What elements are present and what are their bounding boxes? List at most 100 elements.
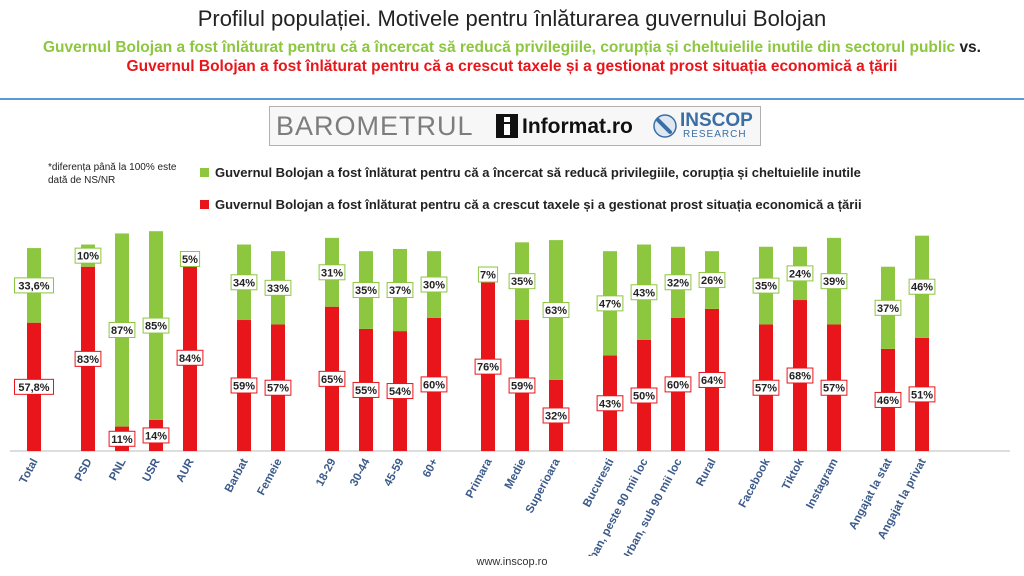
svg-text:59%: 59% (511, 381, 533, 393)
data-label-green-instagram: 39% (820, 273, 848, 290)
svg-text:68%: 68% (789, 371, 811, 383)
x-tick-label-primara: Primara (464, 456, 495, 500)
data-label-green-rural: 26% (698, 272, 726, 289)
data-label-red-aur: 84% (176, 349, 204, 366)
data-label-green-urban-sub-90-mii-loc: 32% (664, 274, 692, 291)
x-tick-label-superioara: Superioara (524, 456, 563, 515)
svg-text:24%: 24% (789, 268, 811, 280)
data-label-green-usr: 85% (142, 317, 170, 334)
svg-text:54%: 54% (389, 386, 411, 398)
data-label-red-barbat: 59% (230, 377, 258, 394)
x-tick-label-facebook: Facebook (737, 456, 773, 510)
barometrul-logo: BAROMETRUL (276, 111, 474, 141)
x-tick-label-psd: PSD (73, 457, 95, 484)
data-label-red-angajat-la-stat: 46% (874, 391, 902, 408)
stacked-bar-chart: 57,8% 33,6% Total 83% 10% PSD 11% 87% PNL 14% 85% U… (10, 231, 1010, 556)
data-label-red-tiktok: 68% (786, 367, 814, 384)
footer-url: www.inscop.ro (476, 556, 548, 568)
x-tick-label-pnl: PNL (107, 457, 128, 483)
data-label-red-bucuresti: 43% (596, 395, 624, 412)
data-label-red-psd: 83% (74, 350, 102, 367)
data-label-green-aur: 5% (179, 250, 201, 267)
subtitle-green-statement: Guvernul Bolojan a fost înlăturat pentru… (42, 39, 956, 56)
svg-text:46%: 46% (877, 395, 899, 407)
x-tick-label-femeie: Femeie (255, 457, 284, 498)
x-tick-label-18-29: 18-29 (314, 457, 338, 489)
chart-subtitle: Guvernul Bolojan a fost înlăturat pentru… (20, 38, 1004, 76)
svg-text:50%: 50% (633, 391, 655, 403)
data-label-green-superioara: 63% (542, 302, 570, 319)
svg-text:11%: 11% (111, 434, 133, 446)
svg-text:37%: 37% (877, 303, 899, 315)
subtitle-vs: vs. (959, 39, 981, 56)
data-label-red-total: 57,8% (14, 378, 54, 395)
svg-text:7%: 7% (480, 270, 496, 282)
svg-text:57%: 57% (823, 383, 845, 395)
svg-text:34%: 34% (233, 277, 255, 289)
legend-item-green: Guvernul Bolojan a fost înlăturat pentru… (200, 165, 861, 180)
x-tick-label-total: Total (18, 457, 41, 486)
svg-text:5%: 5% (182, 254, 198, 266)
x-tick-label-urban-sub-90-mii-loc: Urban, sub 90 mii loc (620, 456, 685, 556)
svg-text:57,8%: 57,8% (18, 382, 49, 394)
svg-text:59%: 59% (233, 381, 255, 393)
data-label-red-usr: 14% (142, 427, 170, 444)
data-label-green-30-44: 35% (352, 282, 380, 299)
svg-text:43%: 43% (599, 398, 621, 410)
svg-text:87%: 87% (111, 325, 133, 337)
legend-swatch-red (200, 200, 209, 209)
svg-text:39%: 39% (823, 276, 845, 288)
data-label-green-total: 33,6% (14, 277, 54, 294)
data-label-green-barbat: 34% (230, 274, 258, 291)
data-label-red-30-44: 55% (352, 381, 380, 398)
svg-text:63%: 63% (545, 305, 567, 317)
svg-text:43%: 43% (633, 287, 655, 299)
svg-text:60%: 60% (667, 379, 689, 391)
svg-text:31%: 31% (321, 267, 343, 279)
x-tick-label-bucuresti: Bucuresti (581, 457, 616, 509)
data-label-green-primara: 7% (477, 266, 499, 283)
data-label-green-45-59: 37% (386, 282, 414, 299)
chart-title: Profilul populației. Motivele pentru înl… (197, 6, 827, 31)
data-label-green-60: 30% (420, 276, 448, 293)
svg-text:57%: 57% (755, 383, 777, 395)
data-label-green-angajat-la-stat: 37% (874, 299, 902, 316)
sponsor-logos: BAROMETRUL Informat.ro INSCOP RESEARCH (269, 106, 761, 146)
svg-text:60%: 60% (423, 379, 445, 391)
svg-text:57%: 57% (267, 383, 289, 395)
svg-text:64%: 64% (701, 375, 723, 387)
svg-text:76%: 76% (477, 362, 499, 374)
data-label-red-18-29: 65% (318, 370, 346, 387)
data-label-green-facebook: 35% (752, 277, 780, 294)
data-label-red-medie: 59% (508, 377, 536, 394)
svg-text:33%: 33% (267, 283, 289, 295)
informat-logo-icon (496, 114, 518, 138)
svg-text:51%: 51% (911, 389, 933, 401)
x-tick-label-30-44: 30-44 (348, 456, 373, 488)
svg-text:32%: 32% (667, 277, 689, 289)
svg-text:46%: 46% (911, 282, 933, 294)
data-label-red-femeie: 57% (264, 379, 292, 396)
x-tick-label-medie: Medie (503, 457, 529, 491)
data-label-green-angajat-la-privat: 46% (908, 278, 936, 295)
footnote-ns-nr: *diferența până la 100% este dată de NS/… (48, 162, 177, 186)
x-tick-label-60: 60+ (421, 457, 441, 480)
data-label-green-18-29: 31% (318, 264, 346, 281)
svg-text:33,6%: 33,6% (18, 280, 49, 292)
x-tick-label-tiktok: Tiktok (780, 456, 807, 492)
svg-text:83%: 83% (77, 354, 99, 366)
x-tick-label-45-59: 45-59 (382, 457, 406, 489)
legend-swatch-green (200, 168, 209, 177)
svg-text:84%: 84% (179, 353, 201, 365)
data-label-red-urban-sub-90-mii-loc: 60% (664, 376, 692, 393)
svg-text:55%: 55% (355, 385, 377, 397)
legend-label-red: Guvernul Bolojan a fost înlăturat pentru… (215, 197, 862, 212)
data-label-green-psd: 10% (74, 247, 102, 264)
svg-text:35%: 35% (511, 276, 533, 288)
svg-text:32%: 32% (545, 410, 567, 422)
svg-text:35%: 35% (355, 285, 377, 297)
svg-text:35%: 35% (755, 281, 777, 293)
data-label-red-urban-peste-90-mii-loc: 50% (630, 387, 658, 404)
svg-text:47%: 47% (599, 298, 621, 310)
data-label-red-primara: 76% (474, 358, 502, 375)
